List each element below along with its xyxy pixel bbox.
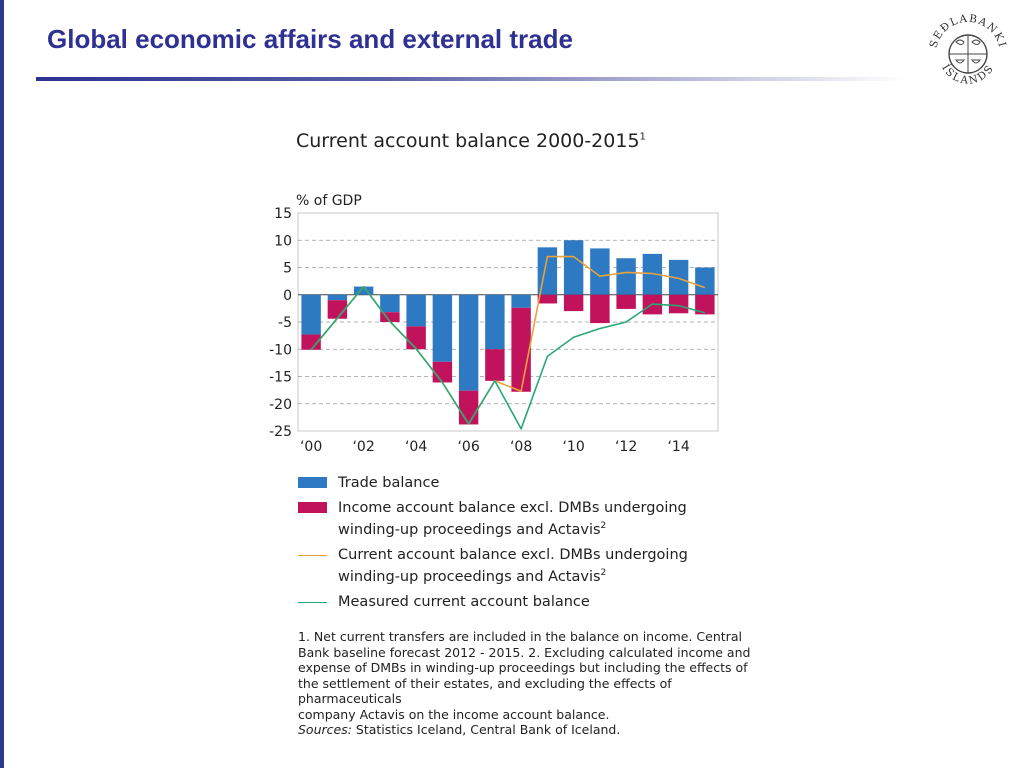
y-tick-label: -25 (269, 424, 292, 440)
bar-trade-balance (485, 294, 505, 350)
bar-income-balance (458, 390, 479, 425)
bar-income-balance (327, 300, 348, 319)
bar-trade-balance (327, 294, 348, 301)
current-account-chart: 15 10 5 0 -5 -10 -15 -20 -25 ‘00 ‘02 ‘04 ‘06 ‘08 ‘10 ‘1… (269, 193, 719, 455)
slide-left-accent-bar (0, 0, 4, 768)
legend-label-trade: Trade balance (338, 475, 440, 491)
bar-income-balance (590, 294, 610, 324)
chart-footnote: 1. Net current transfers are included in… (298, 629, 768, 738)
legend-item-trade-balance: Trade balance (296, 474, 756, 492)
bar-trade-balance (353, 286, 374, 295)
bar-income-balance (485, 349, 505, 381)
y-axis-label: % of GDP (296, 193, 362, 209)
legend-item-current-account-excl: Current account balance excl. DMBs under… (296, 546, 756, 586)
y-tick-label: 10 (274, 233, 292, 249)
legend-current-footnote-mark: 2 (600, 567, 607, 578)
line-measured-current-account (310, 285, 706, 430)
central-bank-seal-icon: SEÐLABANKI ÍSLANDS (928, 13, 1007, 87)
legend-label-income-line1: Income account balance excl. DMBs underg… (338, 500, 687, 516)
bar-income-balance (432, 361, 453, 383)
slide-title: Global economic affairs and external tra… (47, 24, 573, 54)
bar-income-balance (380, 312, 400, 322)
bar-income-balance (563, 294, 584, 312)
y-tick-label: 0 (283, 288, 292, 304)
bar-trade-balance (590, 248, 610, 295)
bar-trade-balance (642, 253, 663, 295)
sources-text: Statistics Iceland, Central Bank of Icel… (351, 722, 621, 737)
bar-income-balance (301, 334, 321, 350)
legend-item-measured-current-account: Measured current account balance (296, 593, 756, 611)
x-tick-label: ‘08 (510, 439, 532, 455)
legend-label-measured: Measured current account balance (338, 593, 590, 610)
bar-trade-balance (511, 294, 531, 308)
bar-income-balance (695, 294, 715, 315)
footnote-line: expense of DMBs in winding-up proceeding… (298, 660, 748, 675)
legend-item-income-balance: Income account balance excl. DMBs underg… (296, 499, 756, 539)
footnote-line: company Actavis on the income account ba… (298, 706, 610, 722)
legend-label-income-line2: winding-up proceedings and Actavis (338, 521, 601, 538)
y-tick-label: -5 (278, 315, 292, 331)
legend-swatch-income (298, 502, 327, 513)
bar-trade-balance (458, 294, 479, 391)
bar-trade-balance (616, 258, 636, 295)
chart-title: Current account balance 2000-20151 (296, 130, 646, 152)
bar-trade-balance (668, 259, 689, 295)
bar-trade-balance (301, 294, 321, 335)
bar-trade-balance (380, 294, 400, 313)
y-tick-label: 15 (274, 206, 292, 222)
sources-label: Sources: (298, 722, 352, 737)
bar-income-balance (406, 326, 426, 350)
bar-trade-balance (406, 294, 426, 327)
chart-title-footnote-mark: 1 (639, 131, 646, 143)
legend-income-footnote-mark: 2 (600, 521, 607, 531)
legend-swatch-current-excl (298, 554, 327, 556)
x-tick-label: ‘14 (667, 439, 689, 455)
bar-trade-balance (432, 294, 453, 362)
x-tick-label: ‘04 (405, 439, 427, 455)
x-tick-label: ‘12 (615, 439, 637, 455)
bar-trade-balance (563, 240, 584, 295)
y-tick-label: -10 (269, 342, 292, 358)
bar-income-balance (511, 307, 531, 392)
x-tick-label: ‘10 (562, 439, 584, 455)
legend-label-current-line2: winding-up proceedings and Actavis (338, 568, 601, 585)
legend-swatch-trade (298, 477, 327, 488)
legend-label-current-line1: Current account balance excl. DMBs under… (338, 546, 688, 563)
footnote-line: 1. Net current transfers are included in… (298, 629, 742, 644)
x-tick-label: ‘00 (300, 439, 322, 455)
footnote-line: Bank baseline forecast 2012 - 2015. 2. E… (298, 644, 751, 660)
x-tick-label: ‘06 (457, 439, 479, 455)
footnote-line: the settlement of their estates, and exc… (298, 675, 672, 707)
title-underline-rule (36, 77, 906, 81)
bar-income-balance (616, 294, 636, 309)
bar-income-balance (668, 294, 689, 314)
y-tick-label: -20 (269, 397, 292, 413)
y-tick-label: 5 (283, 261, 292, 277)
y-tick-label: -15 (269, 370, 292, 386)
bar-income-balance (537, 294, 558, 304)
legend-swatch-measured (298, 601, 327, 603)
bar-trade-balance (695, 267, 715, 295)
x-tick-label: ‘02 (352, 439, 374, 455)
chart-legend: Trade balance Income account balance exc… (296, 474, 756, 618)
